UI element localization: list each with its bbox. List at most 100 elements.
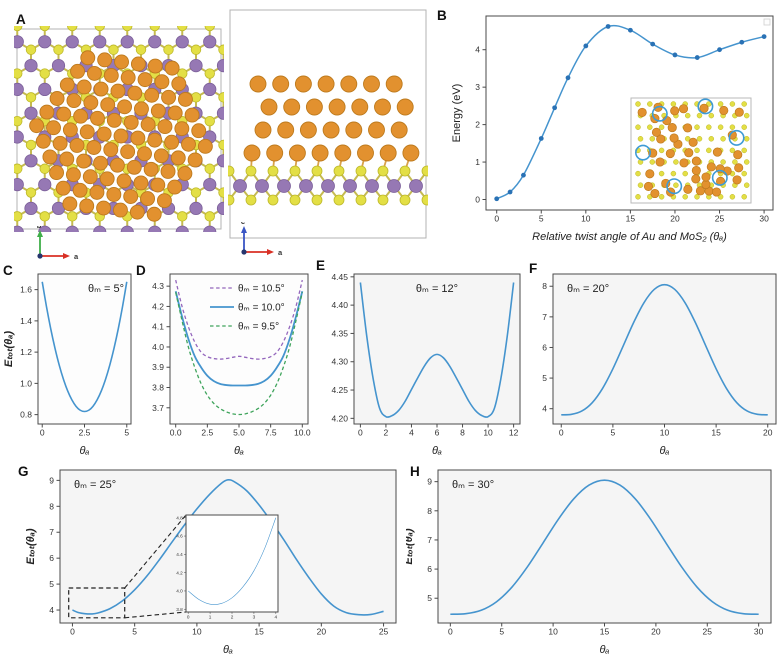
x-tick-label: 0 <box>559 428 564 438</box>
x-axis-label: θₐ <box>234 445 244 457</box>
x-tick-label: 0 <box>187 614 190 619</box>
x-axis-label: θₐ <box>223 644 233 656</box>
series-etot-25deg-zoom <box>188 517 277 605</box>
axis-letter: c <box>241 222 245 226</box>
s-atom <box>658 194 665 200</box>
au-atom <box>106 112 122 128</box>
au-atom <box>154 74 170 90</box>
au-atom <box>114 54 129 70</box>
au-atom <box>147 132 163 148</box>
s-atom <box>289 165 301 177</box>
data-point <box>538 136 544 141</box>
y-tick-label: 4.25 <box>331 385 348 395</box>
au-atom <box>113 202 128 218</box>
au-atom <box>49 165 65 181</box>
s-atom <box>204 68 215 79</box>
s-atom <box>720 159 726 165</box>
panel-label-c: C <box>3 263 13 278</box>
mo-atom <box>255 179 269 193</box>
s-atom <box>228 194 235 206</box>
s-atom <box>682 170 688 177</box>
y-tick-label: 5 <box>542 373 547 383</box>
s-atom <box>94 26 105 32</box>
x-tick-label: 4 <box>275 614 278 619</box>
au-atom <box>140 117 156 132</box>
au-atom <box>96 126 112 142</box>
s-atom <box>190 44 202 55</box>
y-tick-label: 7 <box>542 312 547 322</box>
panel-f-chart: 0 5 10 15 20 4 5 6 7 8 θₘ = 20° θₐ <box>542 273 777 457</box>
x-tick-label: 25 <box>379 627 389 637</box>
s-atom <box>635 170 641 177</box>
s-atom <box>635 194 641 200</box>
y-tick-label: 4.2 <box>152 301 164 311</box>
au-atom <box>683 123 693 133</box>
x-tick-label: 20 <box>670 214 680 224</box>
axis-gizmo-ba-icon: ba <box>37 226 79 261</box>
chart-B: 0 5 10 15 20 25 30 0 1 2 3 4 Relative twist angle of… <box>451 15 774 243</box>
mo-atom <box>14 130 24 144</box>
au-atom <box>650 188 660 199</box>
au-atom <box>117 99 133 115</box>
mo-atom <box>148 225 162 232</box>
plot-frame <box>37 273 132 425</box>
chart-H: 0 5 10 15 20 25 30 5 6 7 8 9 θₘ = 30° θₐ Eₜₒₜ(θₐ) <box>406 469 772 656</box>
au-atom <box>35 133 51 149</box>
data-point <box>605 24 611 29</box>
s-atom <box>637 182 644 188</box>
s-atom <box>684 136 691 142</box>
x-tick-label: 10.0 <box>294 428 311 438</box>
au-atom <box>99 171 115 187</box>
s-atom <box>377 194 389 206</box>
s-atom <box>684 112 691 119</box>
x-tick-label: 6 <box>435 428 440 438</box>
mo-atom <box>216 59 224 73</box>
mo-atom <box>51 58 66 73</box>
au-atom <box>667 123 677 133</box>
mo-atom <box>93 35 107 49</box>
au-atom <box>62 122 78 138</box>
x-tick-label: 8 <box>460 428 465 438</box>
plot-frame <box>437 469 772 624</box>
axis-letter: a <box>278 248 283 257</box>
plot-frame <box>169 273 309 425</box>
au-atom <box>177 166 193 181</box>
mo-atom <box>387 179 401 193</box>
au-atom <box>299 121 317 139</box>
data-point <box>761 34 767 39</box>
au-atom <box>171 76 187 92</box>
x-tick-label: 20 <box>317 627 327 637</box>
highlight-circle-icon <box>728 129 745 146</box>
au-atom <box>130 130 146 146</box>
au-atom <box>260 98 278 116</box>
au-atom <box>684 148 694 158</box>
x-tick-label: 10 <box>581 214 591 224</box>
au-atom <box>691 165 701 176</box>
au-atom <box>374 98 391 116</box>
panel-label-h: H <box>410 464 420 479</box>
x-tick-label: 5.0 <box>233 428 245 438</box>
s-atom <box>649 159 656 165</box>
data-point <box>739 39 745 45</box>
axis-letter: a <box>74 252 79 261</box>
au-atom <box>691 174 701 184</box>
au-atom <box>103 68 119 83</box>
series-etot-5deg <box>41 281 128 413</box>
y-tick-label: 4.6 <box>176 534 183 539</box>
y-axis-label: Eₜₒₜ(θₐ) <box>3 331 15 368</box>
au-atom <box>39 104 55 120</box>
data-point <box>672 52 678 58</box>
series-etot-30deg <box>450 479 759 616</box>
s-atom <box>658 170 665 177</box>
x-axis-label: θₐ <box>80 445 90 457</box>
axis-arrow-right-icon <box>63 253 70 259</box>
y-tick-label: 4 <box>542 404 547 414</box>
x-tick-label: 2.5 <box>201 428 213 438</box>
au-atom <box>317 75 335 93</box>
s-atom <box>204 115 215 127</box>
s-atom <box>635 101 641 107</box>
panel-d-chart: 0.0 2.5 5.0 7.5 10.0 3.7 3.8 3.9 4.0 4.1 4.2 4.3 θₘ … <box>152 273 311 457</box>
au-atom <box>683 184 693 194</box>
s-atom <box>14 68 23 79</box>
au-atom <box>130 56 146 72</box>
